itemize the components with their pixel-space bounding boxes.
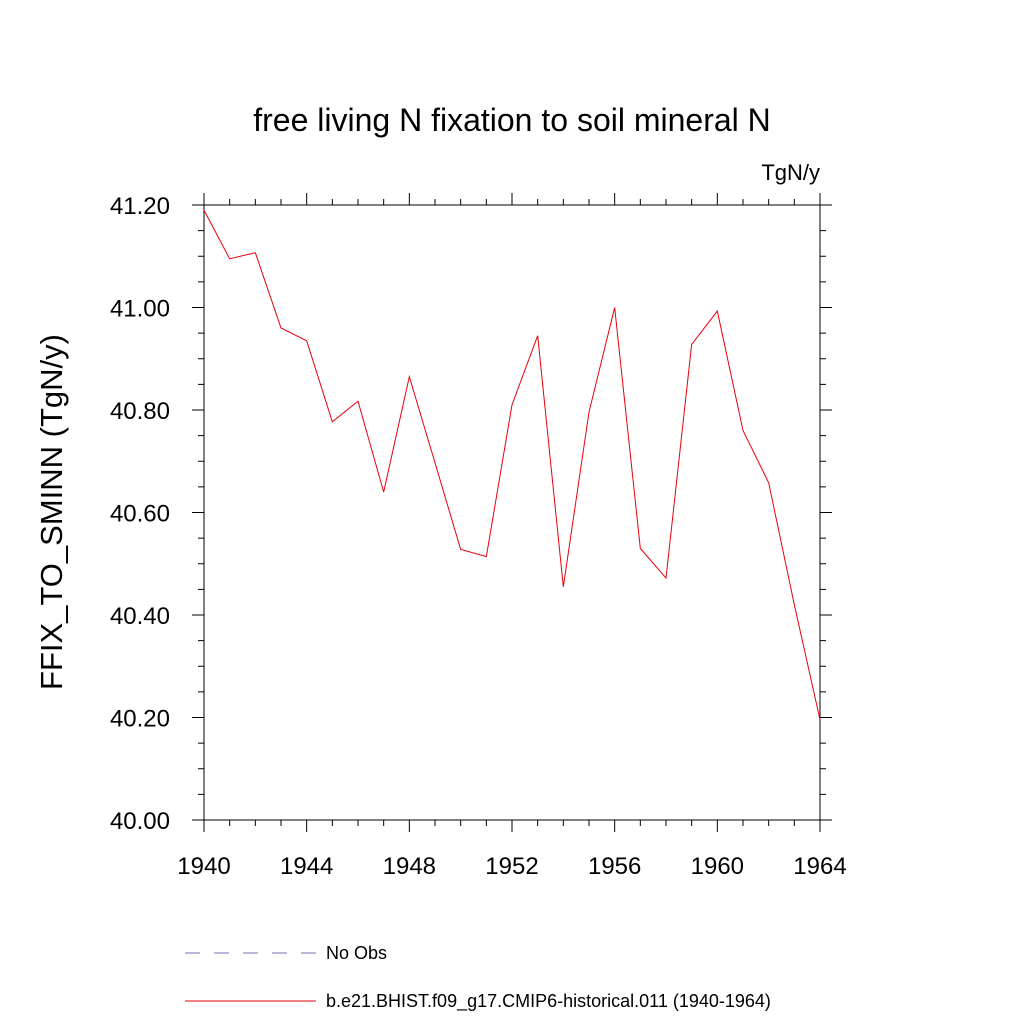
plot-frame: [203, 204, 821, 821]
y-tick-label: 41.20: [110, 193, 170, 220]
y-tick-label: 40.40: [110, 603, 170, 630]
y-tick-label: 40.60: [110, 501, 170, 528]
y-tick-label: 40.20: [110, 706, 170, 733]
x-tick-label: 1948: [383, 853, 436, 880]
series-layer: [203, 209, 821, 720]
y-tick-label: 40.80: [110, 398, 170, 425]
y-tick-label: 40.00: [110, 808, 170, 835]
axes: 1940 1944 1948 1952 1956 1960 1964 40.00 40.20 40…: [110, 193, 847, 880]
legend-entry-model: b.e21.BHIST.f09_g17.CMIP6-historical.011…: [326, 991, 771, 1012]
x-tick-label: 1956: [588, 853, 641, 880]
x-tick-label: 1940: [177, 853, 230, 880]
series-line-1: [203, 209, 821, 720]
y-tick-label: 41.00: [110, 296, 170, 323]
legend: No Obs b.e21.BHIST.f09_g17.CMIP6-histori…: [185, 943, 771, 1012]
units-label: TgN/y: [761, 160, 820, 185]
x-tick-label: 1952: [485, 853, 538, 880]
chart-title: free living N fixation to soil mineral N: [253, 102, 771, 138]
x-tick-label: 1960: [691, 853, 744, 880]
legend-entry-no-obs: No Obs: [326, 943, 387, 963]
x-tick-label: 1964: [793, 853, 846, 880]
x-tick-label: 1944: [280, 853, 333, 880]
y-axis-label: FFIX_TO_SMINN (TgN/y): [34, 334, 69, 690]
